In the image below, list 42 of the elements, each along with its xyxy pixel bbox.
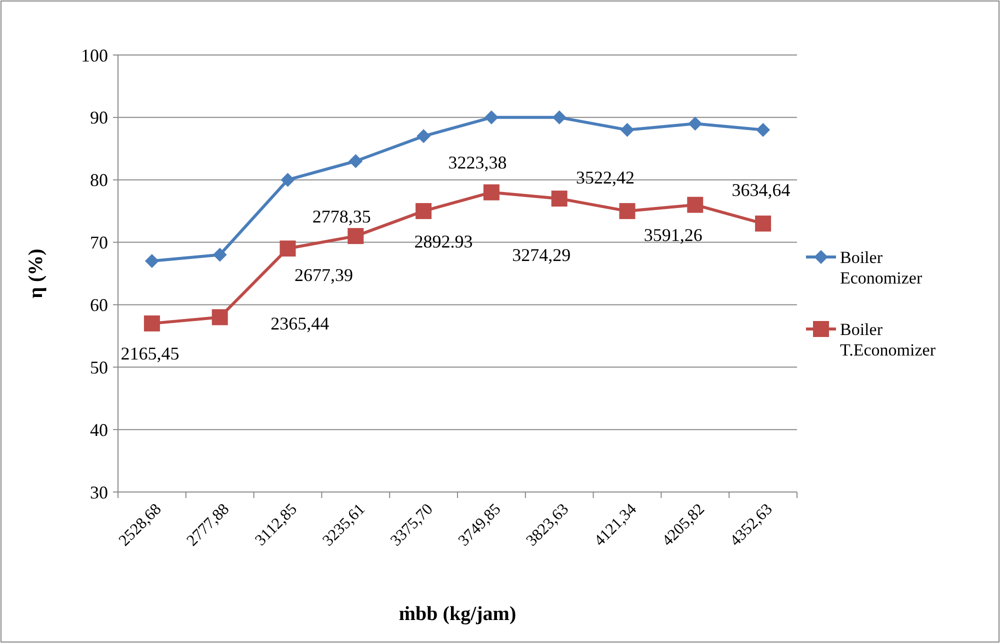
point [620, 122, 634, 137]
point [144, 315, 160, 332]
y-axis-title: η (%) [25, 248, 47, 298]
point [416, 203, 432, 220]
point [348, 228, 364, 244]
annotation: 3223,38 [448, 152, 507, 173]
point [144, 254, 159, 268]
annotation: 3274,29 [512, 244, 571, 265]
y-tick-label: 90 [90, 108, 108, 128]
point [212, 309, 228, 326]
y-tick-label: 100 [81, 45, 108, 66]
annotation: 2892.93 [414, 231, 473, 252]
point [755, 216, 772, 232]
point [687, 196, 704, 213]
y-tick-label: 40 [90, 420, 108, 440]
annotation: 2365,44 [270, 314, 330, 334]
y-tick-label: 30 [90, 482, 108, 502]
point [280, 240, 296, 257]
point [483, 184, 500, 200]
point [280, 172, 295, 187]
legend-label: Boiler Economizer [840, 248, 922, 288]
y-tick-label: 80 [90, 170, 108, 190]
point [756, 122, 770, 137]
annotation: 3591,26 [644, 225, 702, 246]
point [551, 190, 568, 207]
point [552, 110, 566, 124]
point [416, 129, 431, 144]
point [688, 116, 702, 131]
annotation: 2165,45 [120, 344, 180, 364]
annotation: 2677,39 [294, 264, 353, 285]
y-tick-label: 50 [90, 357, 108, 378]
point [484, 110, 498, 124]
point [348, 154, 363, 168]
legend-label: Boiler T.Economizer [840, 320, 936, 360]
annotation: 2778,35 [312, 206, 371, 226]
y-tick-label: 70 [90, 232, 108, 253]
x-axis-title: ṁbb (kg/jam) [398, 603, 516, 625]
point [212, 248, 227, 262]
annotation: 3522,42 [576, 167, 634, 188]
y-tick-label: 60 [90, 295, 108, 316]
point [619, 203, 636, 220]
annotation: 3634,64 [732, 180, 790, 200]
